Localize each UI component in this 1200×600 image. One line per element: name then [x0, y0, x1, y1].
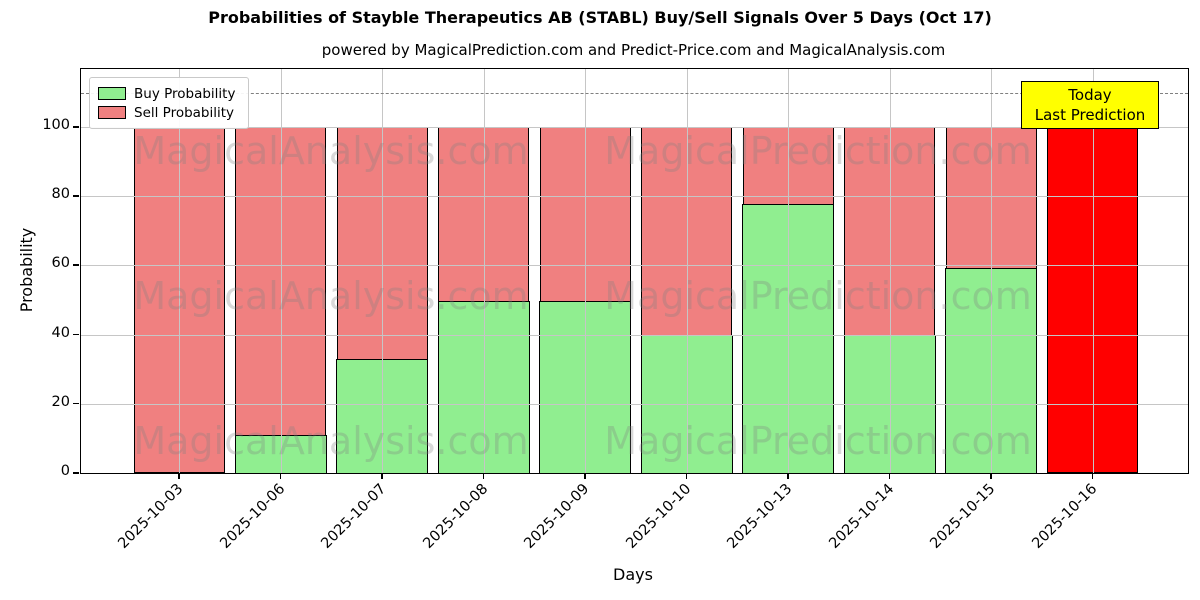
x-axis-tick-label: 2025-10-08 — [420, 481, 491, 552]
y-axis-tick-label: 40 — [51, 324, 70, 341]
x-axis-tick-label: 2025-10-13 — [724, 481, 796, 552]
chart-subtitle: powered by MagicalPrediction.com and Pre… — [321, 41, 946, 59]
y-axis-tick-label: 20 — [51, 393, 70, 410]
x-axis-tick-mark — [584, 473, 586, 479]
grid-line-vertical — [483, 69, 485, 473]
y-axis-tick-label: 100 — [42, 117, 70, 134]
y-axis-tick-mark — [73, 195, 79, 197]
x-axis-tick-label: 2025-10-15 — [927, 481, 999, 552]
legend-label-buy: Buy Probability — [134, 85, 236, 102]
grid-line-horizontal — [81, 403, 1188, 405]
today-annotation-line2: Last Prediction — [1034, 106, 1146, 124]
today-annotation: Today Last Prediction — [1021, 81, 1159, 129]
x-axis-tick-label: 2025-10-06 — [216, 481, 288, 552]
grid-line-horizontal — [81, 196, 1188, 198]
grid-line-vertical — [889, 69, 891, 473]
y-axis-tick-label: 80 — [51, 186, 70, 203]
x-axis-tick-mark — [685, 473, 688, 479]
x-axis-tick-mark — [1091, 473, 1094, 479]
x-axis-tick-label: 2025-10-09 — [521, 481, 593, 552]
x-axis-tick-mark — [381, 473, 383, 479]
x-axis-tick-label: 2025-10-07 — [318, 481, 390, 552]
grid-line-vertical — [788, 69, 790, 473]
y-axis-tick-mark — [73, 264, 79, 266]
grid-line-vertical — [991, 69, 993, 473]
x-axis-tick-mark — [888, 473, 891, 479]
grid-line-horizontal — [81, 334, 1188, 336]
legend: Buy Probability Sell Probability — [89, 77, 249, 129]
grid-line-horizontal — [81, 127, 1188, 129]
x-axis-tick-label: 2025-10-14 — [826, 481, 898, 552]
y-axis-tick-mark — [73, 472, 79, 474]
plot-area: Buy Probability Sell Probability Today L… — [80, 68, 1189, 474]
legend-item-buy: Buy Probability — [98, 84, 238, 103]
y-axis-tick-mark — [73, 126, 79, 128]
today-annotation-line1: Today — [1068, 86, 1112, 104]
legend-label-sell: Sell Probability — [134, 104, 235, 121]
x-axis-tick-label: 2025-10-03 — [115, 481, 187, 552]
grid-line-vertical — [179, 69, 180, 473]
x-axis-title: Days — [613, 565, 653, 584]
y-axis-tick-label: 60 — [51, 255, 70, 272]
chart-title: Probabilities of Stayble Therapeutics AB… — [208, 8, 992, 27]
sell-color-swatch — [98, 106, 126, 119]
grid-line-vertical — [382, 69, 384, 473]
grid-line-vertical — [686, 69, 688, 473]
dashed-reference-line — [81, 92, 1188, 94]
grid-line-vertical — [1092, 69, 1094, 473]
buy-color-swatch — [98, 87, 126, 100]
y-axis-tick-label: 0 — [60, 463, 70, 479]
x-axis-tick-mark — [787, 473, 789, 479]
y-axis-tick-mark — [73, 402, 79, 405]
x-axis-tick-label: 2025-10-16 — [1029, 481, 1101, 552]
grid-line-vertical — [585, 69, 587, 473]
grid-line-vertical — [280, 69, 282, 473]
x-axis-tick-mark — [178, 473, 180, 479]
x-axis-tick-label: 2025-10-10 — [623, 481, 695, 552]
x-axis-tick-mark — [482, 473, 485, 479]
x-axis-tick-mark — [990, 473, 992, 479]
x-axis-tick-mark — [279, 473, 282, 479]
legend-item-sell: Sell Probability — [98, 103, 238, 122]
grid-line-horizontal — [81, 265, 1188, 267]
y-axis-tick-mark — [73, 333, 79, 336]
